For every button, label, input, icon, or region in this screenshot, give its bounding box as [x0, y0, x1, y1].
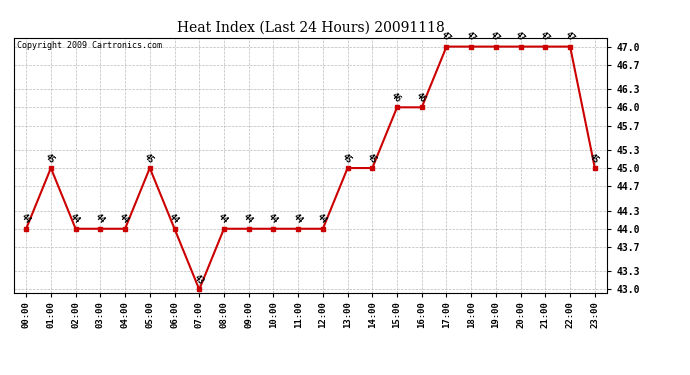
Text: 44: 44 — [266, 213, 279, 226]
Text: 45: 45 — [340, 152, 353, 165]
Text: 44: 44 — [93, 213, 106, 226]
Text: 45: 45 — [142, 152, 156, 165]
Text: 44: 44 — [290, 213, 304, 226]
Text: 43: 43 — [192, 273, 205, 286]
Text: 44: 44 — [68, 213, 81, 226]
Text: 44: 44 — [315, 213, 329, 226]
Text: 46: 46 — [414, 91, 428, 105]
Text: 44: 44 — [241, 213, 255, 226]
Text: 47: 47 — [439, 30, 453, 44]
Text: 45: 45 — [43, 152, 57, 165]
Text: 47: 47 — [538, 30, 551, 44]
Text: 47: 47 — [513, 30, 526, 44]
Text: 47: 47 — [563, 30, 576, 44]
Text: 47: 47 — [464, 30, 477, 44]
Text: 44: 44 — [117, 213, 131, 226]
Title: Heat Index (Last 24 Hours) 20091118: Heat Index (Last 24 Hours) 20091118 — [177, 21, 444, 35]
Text: 47: 47 — [489, 30, 502, 44]
Text: 44: 44 — [167, 213, 181, 226]
Text: 45: 45 — [365, 152, 378, 165]
Text: 44: 44 — [217, 213, 230, 226]
Text: 46: 46 — [390, 91, 403, 105]
Text: 44: 44 — [19, 213, 32, 226]
Text: Copyright 2009 Cartronics.com: Copyright 2009 Cartronics.com — [17, 41, 161, 50]
Text: 45: 45 — [587, 152, 601, 165]
